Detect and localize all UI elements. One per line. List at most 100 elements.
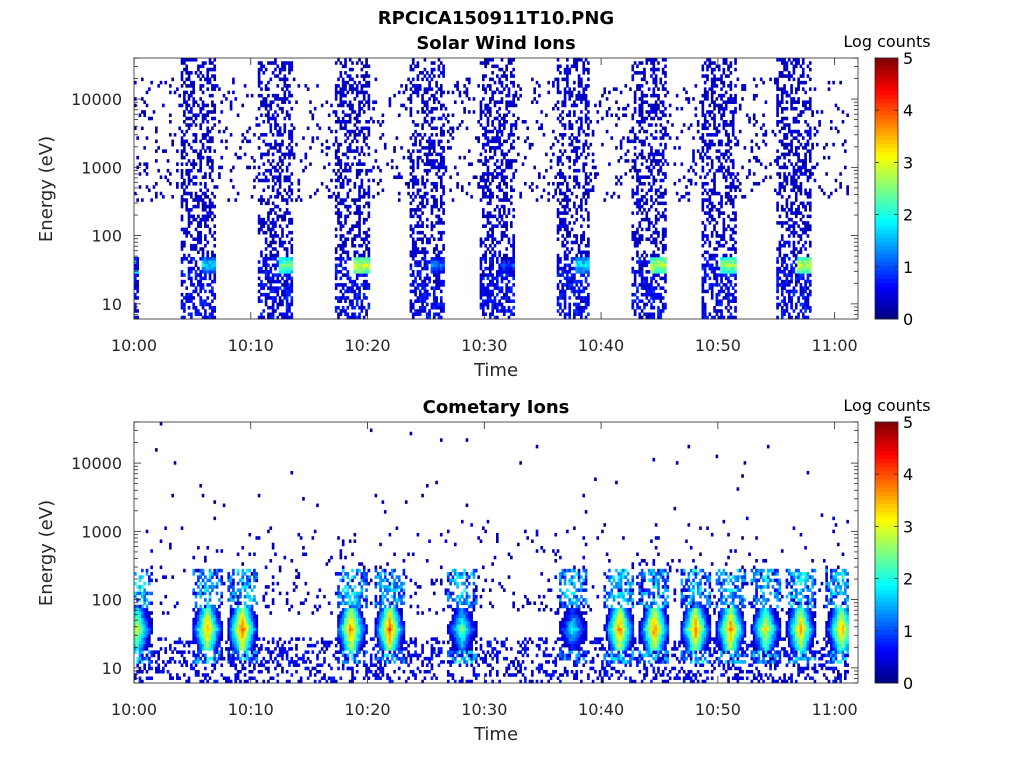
spectrogram-cell [640,175,644,180]
spectrogram-cell [633,230,637,235]
spectrogram-cell [633,201,637,206]
spectrogram-cell [640,77,644,82]
spectrogram-cell [334,185,338,189]
spectrogram-cell [568,110,572,114]
spectrogram-cell [727,296,730,300]
spectrogram-cell [563,283,567,287]
spectrogram-cell [208,257,212,261]
spectrogram-cell [563,67,567,72]
spectrogram-cell [505,289,508,294]
spectrogram-cell [185,172,189,176]
spectrogram-cell [271,116,275,121]
spectrogram-cell [708,211,712,215]
spectrogram-cell [724,61,728,65]
spectrogram-cell [661,100,665,104]
spectrogram-cell [449,175,452,180]
spectrogram-cell [141,198,144,202]
spectrogram-cell [285,266,289,271]
spectrogram-cell [570,64,574,69]
spectrogram-cell [512,283,515,287]
spectrogram-cell [573,266,576,271]
spectrogram-cell [664,113,667,118]
spectrogram-cell [269,123,273,127]
spectrogram-cell [568,93,572,98]
spectrogram-cell [731,263,735,268]
spectrogram-cell [479,305,483,310]
spectrogram-cell [638,181,642,186]
spectrogram-cell [736,77,740,82]
spectrogram-cell [570,266,574,271]
spectrogram-cell [285,113,289,118]
spectrogram-cell [510,80,513,85]
spectrogram-cell [729,305,733,310]
spectrogram-cell [274,224,277,228]
spectrogram-cell [533,90,537,95]
spectrogram-cell [260,152,263,157]
spectrogram-cell [290,279,294,284]
spectrogram-cell [650,296,653,300]
spectrogram-cell [276,260,280,264]
spectrogram-cell [185,234,189,238]
spectrogram-cell [341,257,345,261]
spectrogram-cell [351,110,354,114]
spectrogram-cell [213,110,217,114]
spectrogram-cell [661,172,665,176]
spectrogram-cell [486,188,490,193]
spectrogram-cell [566,155,569,160]
spectrogram-cell [498,106,501,111]
spectrogram-cell [411,84,415,88]
spectrogram-cell [706,110,709,114]
spectrogram-cell [276,123,280,127]
spectrogram-cell [418,289,422,294]
spectrogram-cell [701,263,705,268]
spectrogram-cell [236,191,240,196]
spectrogram-cell [416,312,420,317]
spectrogram-cell [334,136,338,140]
spectrogram-cell [220,139,224,144]
spectrogram-cell [155,149,158,153]
spectrogram-cell [488,243,492,248]
spectrogram-cell [295,142,298,147]
spectrogram-cell [334,162,338,166]
spectrogram-cell [262,103,266,108]
spectrogram-cell [281,240,284,245]
spectrogram-cell [706,211,709,215]
spectrogram-cell [488,84,492,88]
spectrogram-cell [631,159,635,163]
spectrogram-cell [197,198,200,202]
spectrogram-cell [276,191,280,196]
spectrogram-cell [650,292,653,297]
spectrogram-cell [423,305,427,310]
spectrogram-cell [731,178,735,183]
spectrogram-cell [645,211,649,215]
spectrogram-cell [729,185,733,189]
spectrogram-cell [657,263,660,268]
spectrogram-cell [267,159,270,163]
spectrogram-cell [715,230,719,235]
spectrogram-cell [183,67,186,72]
spectrogram-cell [570,149,574,153]
spectrogram-cell [180,195,184,199]
spectrogram-cell [491,247,494,251]
spectrogram-cell [264,266,268,271]
spectrogram-cell [264,133,268,137]
spectrogram-cell [432,74,436,78]
spectrogram-cell [334,119,338,124]
spectrogram-cell [367,106,371,111]
spectrogram-cell [488,283,492,287]
spectrogram-cell [493,237,497,241]
spectrogram-cell [661,152,665,157]
spectrogram-cell [575,237,579,241]
spectrogram-cell [587,181,590,186]
spectrogram-cell [211,74,214,78]
spectrogram-cell [283,312,287,317]
spectrogram-cell [346,155,350,160]
spectrogram-cell [201,103,205,108]
spectrogram-cell [517,116,520,121]
spectrogram-cell [710,315,714,320]
spectrogram-cell [353,253,357,258]
spectrogram-cell [281,133,284,137]
spectrogram-cell [421,247,424,251]
spectrogram-cell [500,296,504,300]
spectrogram-cell [180,260,184,264]
